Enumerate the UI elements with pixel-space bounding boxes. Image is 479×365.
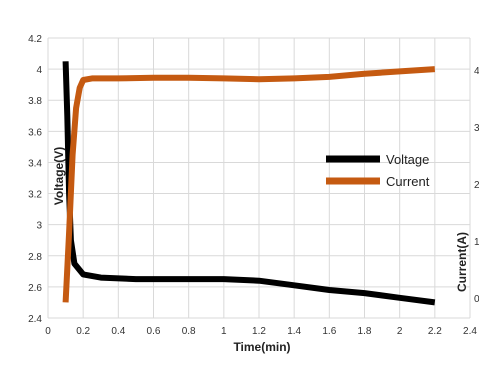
legend-voltage-label: Voltage — [386, 152, 429, 167]
x-tick-label: 0 — [45, 326, 51, 337]
y-tick-label: 3.8 — [28, 96, 42, 107]
y-axis-title: Voltage(V) — [52, 147, 66, 205]
x-tick-label: 2.4 — [463, 326, 477, 337]
y-tick-label: 3.2 — [28, 190, 42, 201]
x-tick-label: 1.4 — [287, 326, 301, 337]
y2-tick-label: 3 — [474, 123, 479, 134]
y-tick-label: 3 — [36, 221, 42, 232]
plot-background — [48, 10, 479, 318]
y-tick-label: 3.6 — [28, 127, 42, 138]
x-tick-label: 1.6 — [322, 326, 336, 337]
y-tick-label: 3.4 — [28, 158, 42, 169]
y-tick-label: 2.6 — [28, 283, 42, 294]
series-line-current — [62, 66, 435, 303]
legend: Voltage Current — [326, 152, 430, 189]
tick-labels: 0 0.2 0.4 0.6 0.8 1 1.2 1.4 1.6 1.8 2 2.2 2.4 2.4 2.6 2… — [28, 34, 479, 337]
y2-tick-label: 1 — [474, 237, 479, 248]
x-tick-label: 0.2 — [76, 326, 90, 337]
y2-tick-label: 2 — [474, 180, 479, 191]
legend-current-label: Current — [386, 174, 430, 189]
series-layer — [62, 61, 436, 306]
x-tick-label: 1.8 — [358, 326, 372, 337]
y-tick-label: 4 — [36, 65, 42, 76]
x-tick-label: 2 — [397, 326, 403, 337]
y2-tick-label: 0 — [474, 294, 479, 305]
y2-axis-title: Current(A) — [455, 232, 469, 292]
x-tick-label: 2.2 — [428, 326, 442, 337]
x-tick-label: 0.8 — [182, 326, 196, 337]
x-tick-label: 0.6 — [147, 326, 161, 337]
x-axis-title: Time(min) — [233, 340, 290, 354]
y-tick-label: 4.2 — [28, 34, 42, 45]
x-tick-label: 1 — [221, 326, 227, 337]
x-tick-label: 0.4 — [111, 326, 125, 337]
y-tick-label: 2.8 — [28, 252, 42, 263]
x-tick-label: 1.2 — [252, 326, 266, 337]
y2-tick-label: 4 — [474, 66, 479, 77]
y-tick-label: 2.4 — [28, 314, 42, 325]
